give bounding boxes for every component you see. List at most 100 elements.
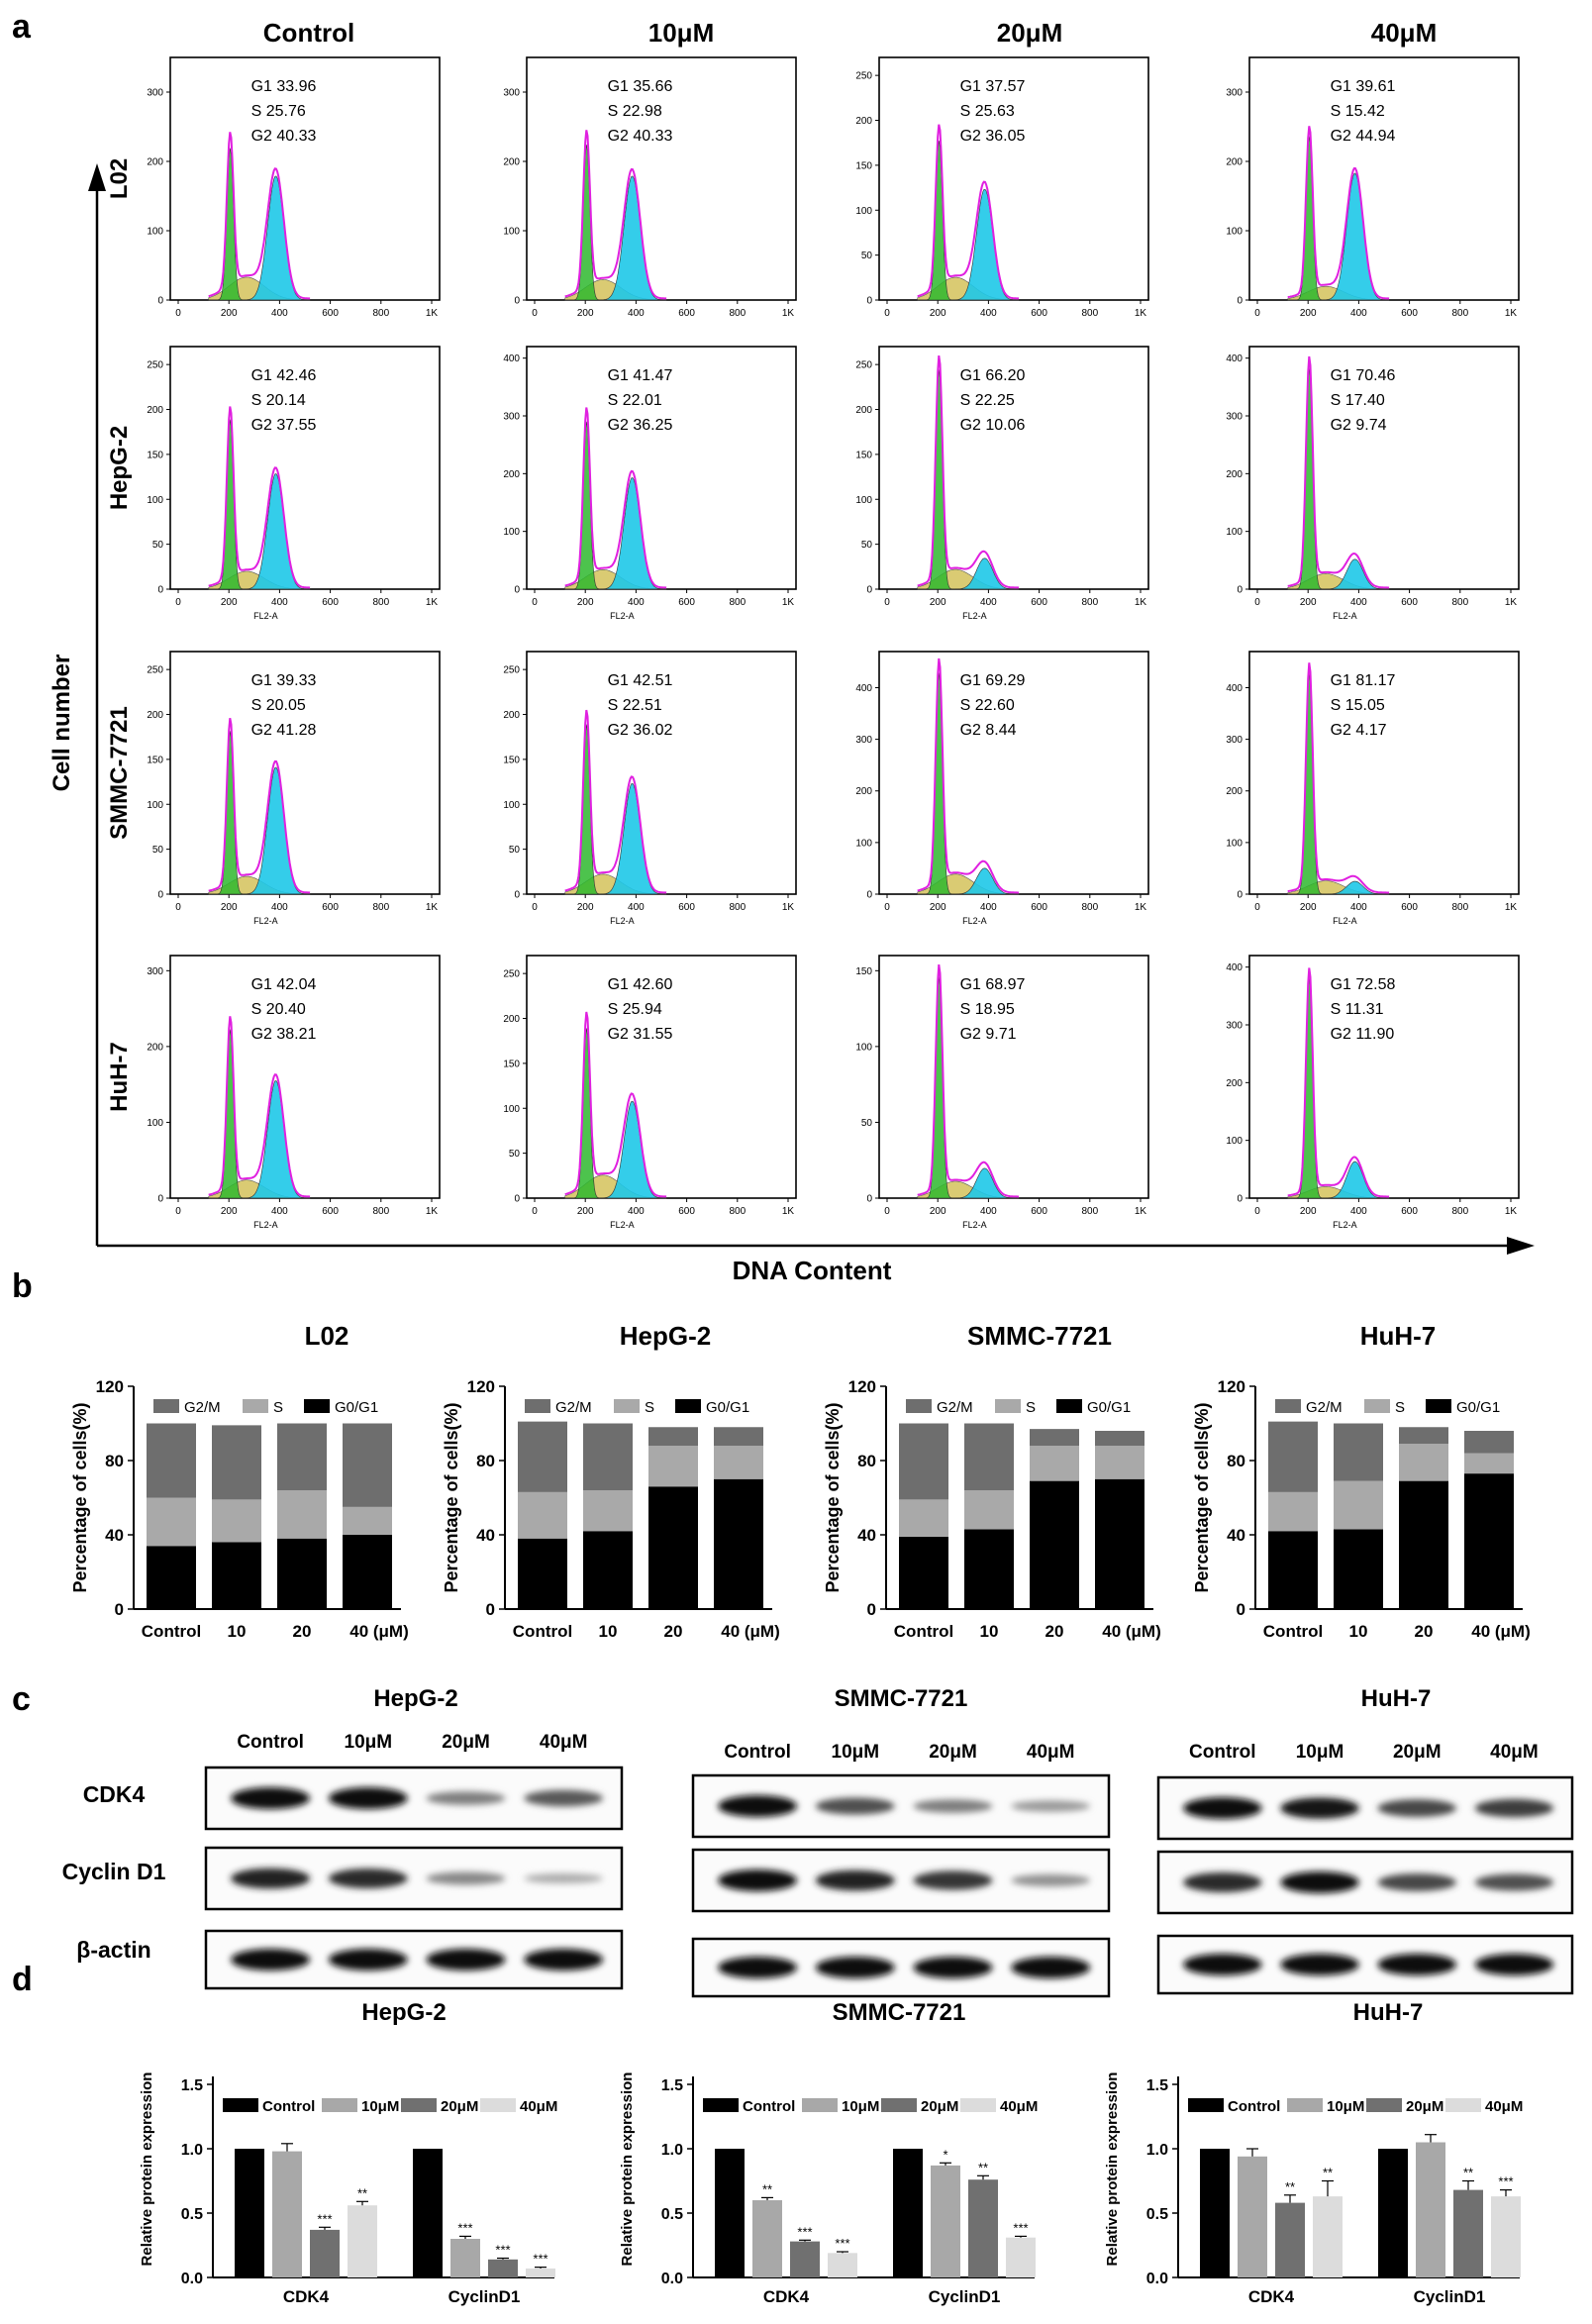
protein-band (1183, 1872, 1262, 1892)
x-tick-label: 0 (1254, 902, 1260, 913)
fit-envelope (1287, 126, 1390, 300)
significance-mark: ** (1323, 2166, 1333, 2180)
phase-percentage-label: G2 10.06 (960, 417, 1026, 434)
bar-20μm (488, 2259, 518, 2277)
y-tick-label: 0 (514, 296, 520, 307)
bar-segment-g2m (964, 1423, 1014, 1490)
fit-envelope (1287, 355, 1390, 589)
significance-mark: *** (457, 2220, 472, 2235)
phase-percentage-label: S 22.51 (608, 697, 662, 714)
x-tick-label: 400 (1350, 308, 1367, 319)
bar-segment-g2m (648, 1427, 698, 1446)
x-tick-label: 600 (1401, 308, 1418, 319)
x-tick-label: 1K (426, 1206, 439, 1217)
x-tick-label: 200 (577, 308, 594, 319)
y-tick-label: 250 (855, 71, 872, 82)
x-tick-label: 400 (980, 902, 997, 913)
x-tick-label: Control (1263, 1622, 1323, 1641)
y-tick-label: 250 (147, 665, 163, 676)
x-tick-label: 40 (μM) (1102, 1622, 1161, 1641)
x-tick-label: 0 (532, 1206, 538, 1217)
x-tick-label: 400 (271, 308, 288, 319)
chart-title: SMMC-7721 (833, 1999, 966, 2026)
x-tick-label: 800 (729, 308, 746, 319)
lane-label: 20μM (929, 1742, 977, 1763)
blot-huh-7: HuH-7 Control 10μM 20μM 40μM (1156, 1685, 1574, 1995)
legend-label: S (273, 1399, 283, 1416)
x-tick-label: 800 (1451, 1206, 1468, 1217)
legend-swatch (1287, 2098, 1323, 2112)
lane-label: 10μM (1296, 1742, 1344, 1763)
y-tick-label: 200 (1226, 157, 1243, 168)
bar-10μm (272, 2151, 302, 2277)
y-tick-label: 300 (855, 735, 872, 746)
phase-percentage-label: G2 40.33 (251, 128, 317, 145)
bar-20μm (968, 2179, 998, 2277)
y-tick-label: 400 (1226, 962, 1243, 973)
bar-segment-g0g1 (899, 1536, 948, 1609)
x-tick-label: 600 (1401, 597, 1418, 608)
x-tick-label: 1K (782, 308, 795, 319)
bar-20μm (310, 2229, 340, 2277)
y-tick-label: 400 (1226, 354, 1243, 364)
row-label: L02 (106, 158, 133, 199)
chart-title: HepG-2 (361, 1999, 446, 2026)
y-tick-label: 300 (503, 88, 520, 99)
significance-mark: ** (978, 2160, 988, 2174)
y-tick-label: 100 (855, 495, 872, 506)
lane-label: 20μM (442, 1732, 490, 1753)
phase-percentage-label: S 15.42 (1331, 103, 1385, 120)
bar-segment-g0g1 (714, 1478, 763, 1609)
protein-band (1183, 1797, 1262, 1819)
bar-segment-g2m (1334, 1423, 1383, 1481)
legend-label: G0/G1 (706, 1399, 749, 1416)
x-tick-label: 0 (175, 597, 181, 608)
phase-percentage-label: G1 70.46 (1331, 367, 1396, 384)
x-tick-label: 40 (μM) (349, 1622, 409, 1641)
x-tick-label: 0 (1254, 597, 1260, 608)
y-tick-label: 40 (1227, 1526, 1245, 1545)
bar-10μm (931, 2165, 960, 2277)
y-tick-label: 0 (1237, 1600, 1245, 1619)
legend-swatch (223, 2098, 258, 2112)
x-tick-label: 0 (175, 902, 181, 913)
legend-label: G0/G1 (1456, 1399, 1500, 1416)
y-tick-label: 100 (1226, 1136, 1243, 1147)
y-tick-label: 150 (855, 450, 872, 460)
x-tick-label: 600 (1031, 1206, 1047, 1217)
bar-segment-g0g1 (147, 1546, 196, 1609)
bar-segment-s (343, 1506, 392, 1535)
chart-title: SMMC-7721 (967, 1321, 1112, 1351)
phase-percentage-label: G2 41.28 (251, 722, 317, 739)
row-label: HepG-2 (106, 426, 133, 510)
x-tick-label: 10 (599, 1622, 618, 1641)
histogram-huh-7-3: 0 100 200 300 400 0 200 400 600 800 1K FL2-A G1 72.5… (1226, 955, 1520, 1230)
bar-segment-g0g1 (648, 1486, 698, 1609)
x-tick-label: 400 (271, 902, 288, 913)
legend-swatch (802, 2098, 838, 2112)
x-tick-label: 600 (1031, 902, 1047, 913)
x-axis-label: FL2-A (253, 1220, 278, 1230)
y-tick-label: 0 (866, 1194, 872, 1205)
phase-percentage-label: G2 9.74 (1331, 417, 1387, 434)
x-axis-title-dna-content: DNA Content (733, 1256, 892, 1285)
bar-control (893, 2149, 923, 2277)
x-tick-label: 800 (1081, 902, 1098, 913)
phase-percentage-label: G2 11.90 (1331, 1026, 1395, 1043)
x-tick-label: 800 (729, 597, 746, 608)
y-tick-label: 40 (857, 1526, 876, 1545)
y-tick-label: 40 (105, 1526, 124, 1545)
y-tick-label: 120 (848, 1377, 876, 1396)
lane-label: Control (237, 1732, 304, 1753)
protein-band (718, 1869, 797, 1891)
y-tick-label: 1.5 (181, 2077, 203, 2094)
bar-segment-g2m (1399, 1427, 1448, 1445)
y-axis-title: Percentage of cells(%) (1192, 1402, 1212, 1592)
histogram-smmc-7721-2: 0 100 200 300 400 0 200 400 600 800 1K FL2-A G1 69.2… (855, 651, 1149, 926)
legend-swatch (1426, 1399, 1451, 1413)
fit-envelope (1287, 967, 1390, 1198)
x-tick-label: 10 (980, 1622, 999, 1641)
bar-40μm (526, 2268, 555, 2277)
legend-swatch (703, 2098, 739, 2112)
